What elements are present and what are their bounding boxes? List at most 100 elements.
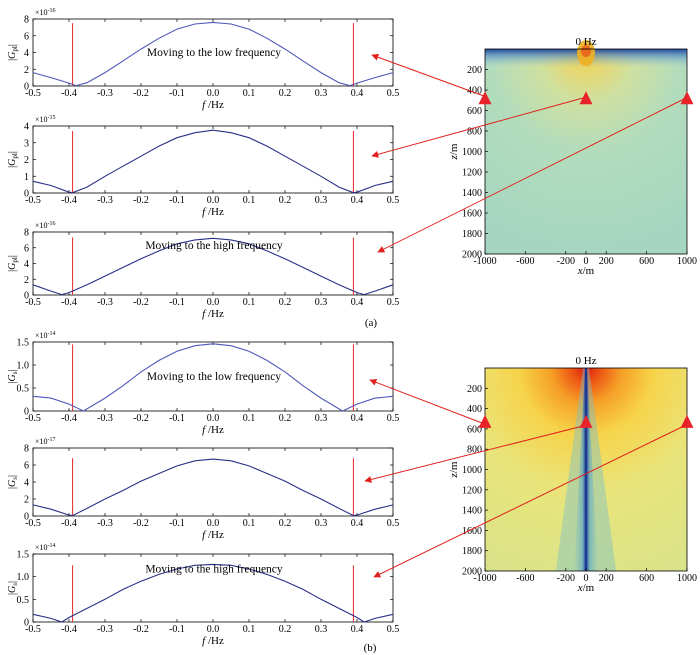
x-axis-label: f /Hz bbox=[202, 424, 224, 436]
x-tick-label: -0.3 bbox=[97, 518, 113, 529]
station-marker bbox=[478, 91, 492, 105]
plot-a3: -0.5 -0.4 -0.3 -0.2 -0.1 0.0 0.1 0.2 0.3 0.4 0.5 0 2… bbox=[7, 221, 399, 320]
y-tick-label: 0 bbox=[24, 291, 29, 302]
x-tick-label: 0.1 bbox=[243, 518, 256, 529]
y-tick-label: 800 bbox=[467, 127, 482, 138]
y-tick-label: 200 bbox=[467, 384, 482, 395]
heatmap-hotspot-core bbox=[581, 45, 591, 57]
pointer-arrow bbox=[371, 97, 584, 158]
y-tick-label: 4 bbox=[24, 48, 29, 59]
y-tick-label: 1400 bbox=[462, 506, 482, 517]
x-tick-label: -0.1 bbox=[169, 518, 185, 529]
series-line bbox=[32, 237, 394, 296]
y-multiplier: ×10-15 bbox=[35, 115, 56, 124]
x-tick-label: -0.2 bbox=[133, 195, 149, 206]
x-tick-label: -0.2 bbox=[133, 297, 149, 308]
x-tick-label: 0.5 bbox=[387, 413, 400, 424]
x-axis-label: f /Hz bbox=[202, 529, 224, 541]
station-marker bbox=[579, 91, 593, 105]
y-tick-label: 200 bbox=[467, 65, 482, 76]
x-tick-label: 0.5 bbox=[387, 195, 400, 206]
x-tick-label: 0.0 bbox=[207, 624, 220, 635]
plot-b1: -0.5 -0.4 -0.3 -0.2 -0.1 0.0 0.1 0.2 0.3 0.4 0.5 0 0… bbox=[7, 331, 399, 436]
plot-b3: -0.5 -0.4 -0.3 -0.2 -0.1 0.0 0.1 0.2 0.3 0.4 0.5 0 0… bbox=[7, 543, 399, 647]
x-tick-label: 0.2 bbox=[279, 624, 292, 635]
x-tick-label: 0.0 bbox=[207, 88, 220, 99]
annotation: Moving to the low frequency bbox=[147, 47, 281, 59]
series-line bbox=[32, 563, 394, 623]
y-tick-label: 4 bbox=[24, 478, 29, 489]
y-tick-label: 8 bbox=[24, 15, 29, 26]
x-tick-label: -0.3 bbox=[97, 413, 113, 424]
y-tick-label: 4 bbox=[24, 259, 29, 270]
y-tick-label: 1800 bbox=[462, 229, 482, 240]
x-tick-label: 600 bbox=[639, 573, 654, 584]
y-multiplier: ×10-16 bbox=[35, 221, 56, 230]
x-tick-label: 0.3 bbox=[315, 88, 328, 99]
plot-frame bbox=[32, 125, 394, 194]
y-axis-label: |Gpl| bbox=[7, 44, 19, 61]
x-tick-label: 0.2 bbox=[279, 518, 292, 529]
x-tick-label: -0.4 bbox=[61, 518, 77, 529]
y-multiplier: ×10-14 bbox=[35, 543, 56, 552]
x-tick-label: 1000 bbox=[677, 256, 697, 267]
x-tick-label: -0.4 bbox=[61, 195, 77, 206]
x-tick-label: -0.5 bbox=[25, 297, 41, 308]
y-tick-label: 3 bbox=[24, 138, 29, 149]
x-tick-label: 0.3 bbox=[315, 413, 328, 424]
x-tick-label: 0.1 bbox=[243, 88, 256, 99]
x-tick-label: -0.4 bbox=[61, 624, 77, 635]
plot-frame bbox=[32, 447, 394, 517]
y-tick-label: 2 bbox=[24, 495, 29, 506]
annotation: Moving to the high frequency bbox=[145, 240, 283, 252]
y-tick-label: 2 bbox=[24, 275, 29, 286]
pointer-arrow bbox=[377, 97, 687, 253]
y-tick-label: 1400 bbox=[462, 188, 482, 199]
x-tick-label: -0.3 bbox=[97, 195, 113, 206]
x-axis-label: x/m bbox=[577, 265, 595, 277]
x-tick-label: 200 bbox=[599, 256, 614, 267]
y-tick-label: 1.5 bbox=[17, 550, 30, 561]
x-tick-label: 600 bbox=[639, 256, 654, 267]
station-marker bbox=[680, 91, 694, 105]
y-tick-label: 800 bbox=[467, 445, 482, 456]
y-tick-label: 0 bbox=[24, 618, 29, 629]
y-tick-label: 1.0 bbox=[17, 572, 30, 583]
plot-b2: -0.5 -0.4 -0.3 -0.2 -0.1 0.0 0.1 0.2 0.3 0.4 0.5 0 2… bbox=[7, 437, 399, 541]
plot-a2: -0.5 -0.4 -0.3 -0.2 -0.1 0.0 0.1 0.2 0.3 0.4 0.5 0 1… bbox=[7, 115, 399, 218]
x-tick-label: -0.4 bbox=[61, 297, 77, 308]
x-tick-label: 0.0 bbox=[207, 518, 220, 529]
heatmap-title: 0 Hz bbox=[575, 355, 596, 367]
y-axis-label: |Gpl| bbox=[7, 255, 19, 272]
y-tick-label: 1.5 bbox=[17, 338, 30, 349]
pointer-arrow bbox=[371, 53, 485, 97]
x-tick-label: 0.0 bbox=[207, 413, 220, 424]
x-axis-label: f /Hz bbox=[202, 308, 224, 320]
y-axis-label: |Gs| bbox=[7, 370, 19, 384]
x-tick-label: 0.4 bbox=[351, 297, 364, 308]
y-tick-label: 1200 bbox=[462, 168, 482, 179]
y-tick-label: 8 bbox=[24, 444, 29, 455]
x-tick-label: 0.4 bbox=[351, 195, 364, 206]
x-tick-label: 0.3 bbox=[315, 297, 328, 308]
x-tick-label: -600 bbox=[516, 573, 534, 584]
x-tick-label: -0.2 bbox=[133, 88, 149, 99]
x-tick-label: 0.1 bbox=[243, 624, 256, 635]
x-tick-label: -0.5 bbox=[25, 413, 41, 424]
y-tick-label: 0 bbox=[24, 512, 29, 523]
y-tick-label: 1600 bbox=[462, 526, 482, 537]
x-tick-label: -0.4 bbox=[61, 413, 77, 424]
x-tick-label: 0.2 bbox=[279, 195, 292, 206]
plot-a1: -0.5 -0.4 -0.3 -0.2 -0.1 0.0 0.1 0.2 0.3 0.4 0.5 0 2… bbox=[7, 8, 399, 111]
y-tick-label: 0 bbox=[24, 407, 29, 418]
y-axis-label: |Gs| bbox=[7, 475, 19, 489]
x-tick-label: 0.4 bbox=[351, 624, 364, 635]
x-tick-label: -1000 bbox=[473, 573, 496, 584]
x-tick-label: -0.2 bbox=[133, 518, 149, 529]
plot-frame bbox=[32, 231, 394, 296]
x-tick-label: 0.0 bbox=[207, 297, 220, 308]
x-tick-label: 0.4 bbox=[351, 518, 364, 529]
x-tick-label: 0.2 bbox=[279, 413, 292, 424]
y-tick-label: 2 bbox=[24, 155, 29, 166]
